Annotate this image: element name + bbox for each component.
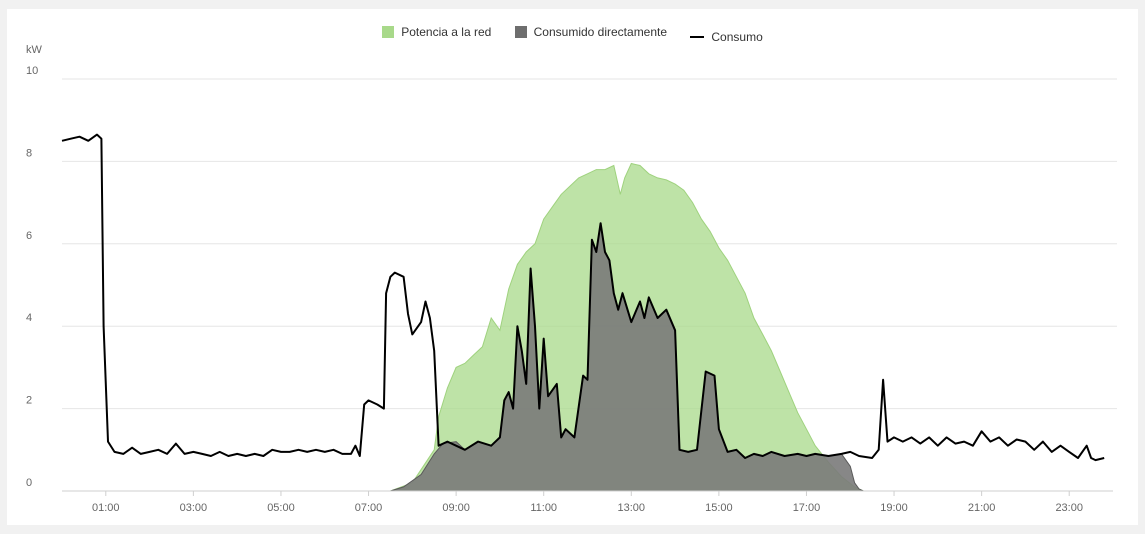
y-tick-label: 2 <box>26 395 32 407</box>
legend-item-potencia[interactable]: Potencia a la red <box>382 25 491 39</box>
legend-swatch-consumido <box>514 26 527 38</box>
x-tick-label: 13:00 <box>618 502 646 514</box>
y-tick-label: 8 <box>26 147 32 159</box>
y-axis-ticks: 0 2 4 6 8 10 <box>26 65 38 489</box>
x-tick-label: 09:00 <box>442 502 470 514</box>
x-tick-label: 03:00 <box>180 502 208 514</box>
x-tick-label: 01:00 <box>92 502 120 514</box>
y-tick-label: 6 <box>26 230 32 242</box>
x-tick-label: 23:00 <box>1055 502 1083 514</box>
legend-label-potencia: Potencia a la red <box>401 25 492 39</box>
x-tick-label: 11:00 <box>530 502 557 514</box>
legend-item-consumido[interactable]: Consumido directamente <box>514 25 668 39</box>
series-group <box>61 133 1113 492</box>
legend-label-consumido: Consumido directamente <box>533 25 668 39</box>
legend-label-consumo: Consumo <box>711 30 763 44</box>
x-tick-label: 21:00 <box>968 502 996 514</box>
y-tick-label: 10 <box>26 65 38 77</box>
legend-swatch-potencia <box>382 26 395 38</box>
series-area-potencia-a-la-red[interactable] <box>62 162 1113 492</box>
series-line-consumo[interactable] <box>61 133 1105 462</box>
chart-legend: Potencia a la red Consumido directamente… <box>0 25 1145 44</box>
x-axis-ticks: 01:00 03:00 05:00 07:00 09:00 11:00 13:00 15:00… <box>92 491 1083 514</box>
legend-item-consumo[interactable]: Consumo <box>690 30 763 44</box>
legend-swatch-consumo <box>690 36 705 38</box>
x-tick-label: 19:00 <box>880 502 908 514</box>
y-tick-label: 4 <box>26 312 32 324</box>
y-tick-label: 0 <box>26 477 32 489</box>
y-axis-unit-label: kW <box>26 44 43 56</box>
x-tick-label: 05:00 <box>267 502 295 514</box>
x-tick-label: 15:00 <box>705 502 733 514</box>
x-tick-label: 17:00 <box>793 502 821 514</box>
x-tick-label: 07:00 <box>355 502 383 514</box>
